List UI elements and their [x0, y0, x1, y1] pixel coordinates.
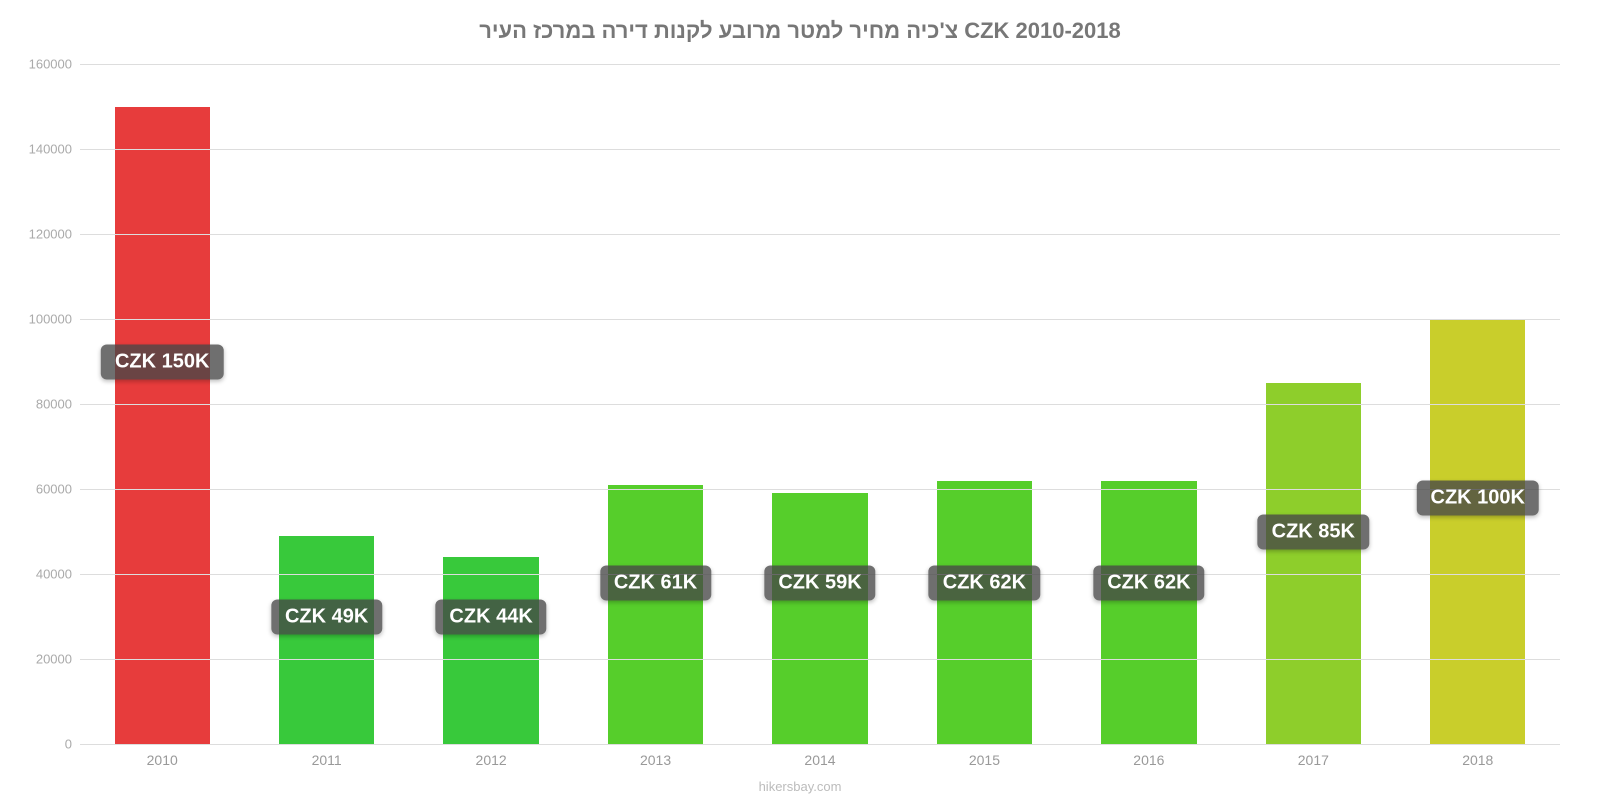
bar-value-label: CZK 61K — [600, 565, 711, 600]
bar — [937, 481, 1032, 745]
bar-value-label: CZK 62K — [929, 565, 1040, 600]
y-tick-label: 40000 — [36, 567, 72, 582]
bar — [1430, 319, 1525, 744]
grid-line — [80, 319, 1560, 320]
y-tick-label: 20000 — [36, 652, 72, 667]
bar — [772, 493, 867, 744]
x-tick-label: 2016 — [1133, 752, 1164, 768]
bar-value-label: CZK 85K — [1258, 514, 1369, 549]
y-tick-label: 100000 — [29, 312, 72, 327]
x-tick-label: 2014 — [804, 752, 835, 768]
grid-line — [80, 149, 1560, 150]
y-tick-label: 140000 — [29, 142, 72, 157]
y-tick-label: 160000 — [29, 57, 72, 72]
x-tick-label: 2018 — [1462, 752, 1493, 768]
bar-value-label: CZK 44K — [435, 599, 546, 634]
grid-line — [80, 404, 1560, 405]
chart-title: צ'כיה מחיר למטר מרובע לקנות דירה במרכז ה… — [0, 18, 1600, 44]
bar-value-label: CZK 100K — [1417, 480, 1539, 515]
bar — [115, 107, 210, 745]
bar — [443, 557, 538, 744]
x-tick-label: 2010 — [147, 752, 178, 768]
bar — [279, 536, 374, 744]
x-tick-label: 2013 — [640, 752, 671, 768]
x-tick-label: 2017 — [1298, 752, 1329, 768]
grid-line — [80, 234, 1560, 235]
bar-value-label: CZK 49K — [271, 599, 382, 634]
y-tick-label: 80000 — [36, 397, 72, 412]
x-tick-label: 2015 — [969, 752, 1000, 768]
grid-line — [80, 64, 1560, 65]
grid-line — [80, 489, 1560, 490]
plot-area — [80, 64, 1560, 744]
bar-value-label: CZK 62K — [1093, 565, 1204, 600]
chart-container: צ'כיה מחיר למטר מרובע לקנות דירה במרכז ה… — [0, 0, 1600, 800]
attribution: hikersbay.com — [0, 779, 1600, 794]
bar-value-label: CZK 150K — [101, 344, 223, 379]
y-tick-label: 120000 — [29, 227, 72, 242]
y-tick-label: 0 — [65, 737, 72, 752]
x-tick-label: 2011 — [312, 752, 342, 768]
x-tick-label: 2012 — [476, 752, 507, 768]
bar — [1101, 481, 1196, 745]
y-tick-label: 60000 — [36, 482, 72, 497]
bar — [608, 485, 703, 744]
grid-line — [80, 659, 1560, 660]
grid-line — [80, 744, 1560, 745]
bar — [1266, 383, 1361, 744]
bar-value-label: CZK 59K — [764, 565, 875, 600]
